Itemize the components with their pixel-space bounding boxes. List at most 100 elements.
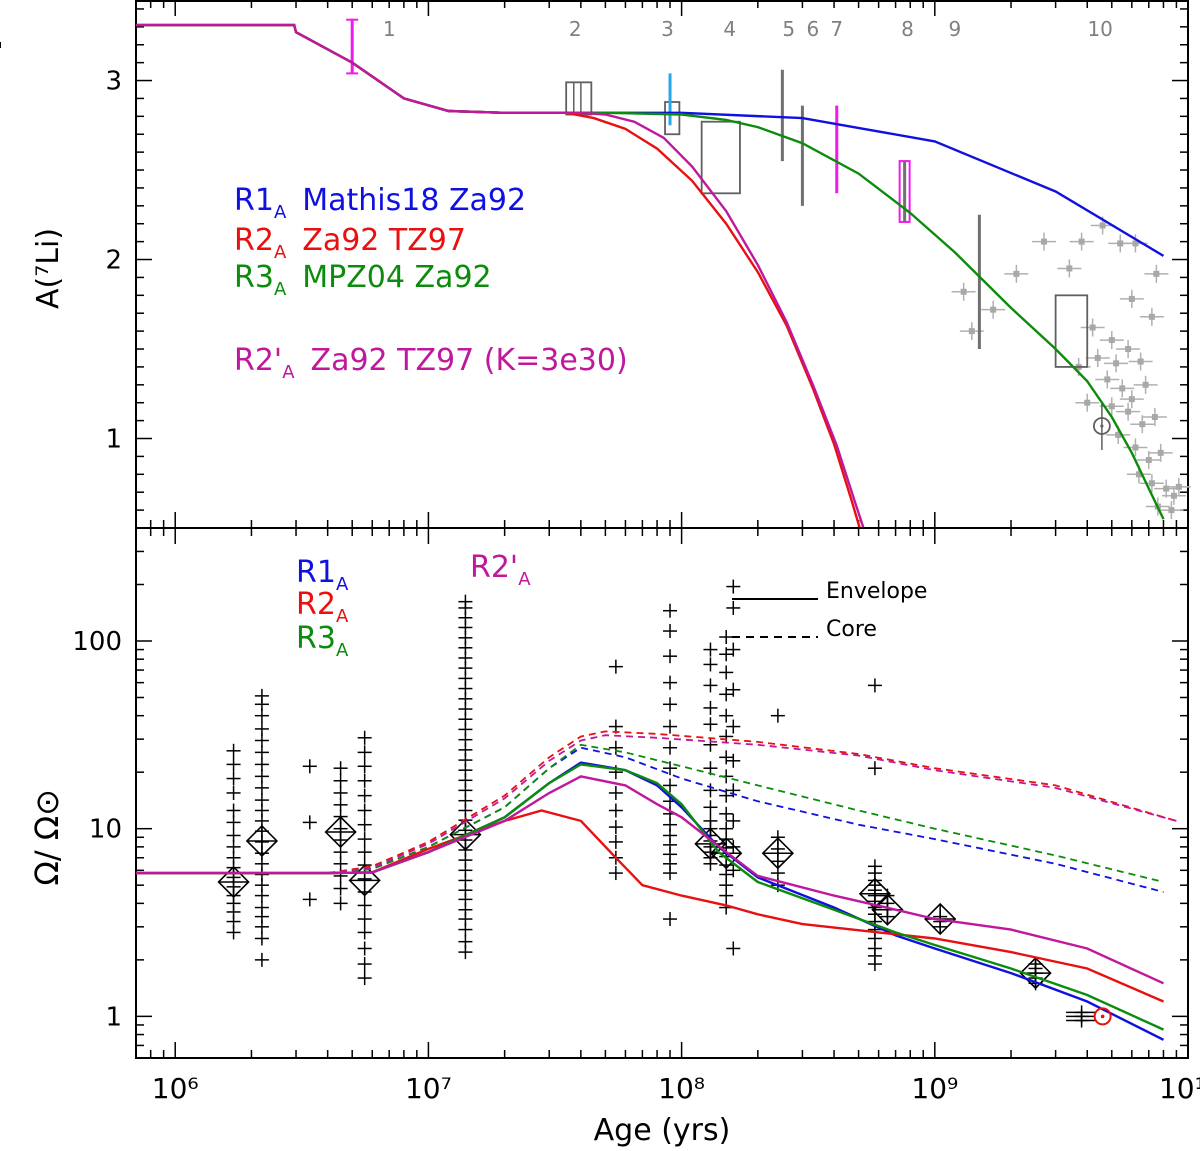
envelope-curve-r3-a [136, 763, 1164, 1031]
cluster-median-diamond [871, 893, 904, 926]
rotation-legend-model-2: R3A [296, 621, 349, 661]
core-curve-r2-a [136, 730, 1177, 874]
rotation-legend-name: R2 [296, 587, 336, 622]
cluster-median-diamond [710, 837, 743, 870]
cluster-median-diamond [761, 837, 795, 870]
top-ytick-label: 1 [105, 425, 122, 455]
cluster-number-label: 1 [383, 17, 396, 41]
field-star-point [1119, 385, 1126, 392]
field-star-point [1132, 240, 1139, 247]
legend-entry-1: R2A Za92 TZ97 [234, 223, 466, 263]
legend-model-subscript: A [274, 279, 287, 300]
cluster-number-label: 8 [901, 17, 914, 41]
core-curve-r2p-a [136, 734, 1177, 874]
cluster-number-label: 6 [807, 17, 820, 41]
field-star-point [1163, 485, 1170, 492]
envelope-curve-r2-a [136, 809, 1164, 1003]
rotation-legend-name: R3 [296, 621, 336, 656]
field-star-point [1084, 399, 1091, 406]
top-plot-frame [135, 0, 1189, 529]
cluster-number-label: 3 [661, 17, 674, 41]
top-ytick-label: 3 [105, 67, 122, 97]
x-axis-label: Age (yrs) [594, 1113, 731, 1148]
envelope-curve-r2p-a [136, 775, 1164, 985]
field-star-point [1157, 449, 1164, 456]
sun-symbol-dot [1100, 424, 1104, 428]
style-legend-label: Envelope [826, 579, 927, 604]
field-star-point [1148, 313, 1155, 320]
cluster-number-label: 4 [723, 17, 736, 41]
cluster-number-label: 10 [1087, 17, 1112, 41]
field-star-point [1139, 421, 1146, 428]
xtick-label: 10⁷ [405, 1072, 452, 1105]
field-star-point [1125, 408, 1132, 415]
field-star-point [1089, 324, 1096, 331]
top-ytick-label: 2 [105, 246, 122, 276]
field-star-point [1099, 222, 1106, 229]
field-star-point [1066, 265, 1073, 272]
rotation-legend-model-3: R2'A [470, 550, 531, 590]
rotation-legend-subscript: A [336, 640, 349, 661]
legend-entry-3: R2'A Za92 TZ97 (K=3e30) [234, 343, 628, 383]
field-star-point [1168, 507, 1175, 514]
top-y-axis-label: A(⁷Li) [31, 228, 66, 309]
sun-symbol [1092, 417, 1111, 435]
rotation-legend-model-0: R1A [296, 555, 349, 595]
bottom-plot-frame [135, 527, 1189, 1059]
style-legend-label: Core [826, 617, 877, 642]
field-star-point [1094, 354, 1101, 361]
legend-model-name: R1 [234, 183, 274, 218]
xtick-label: 10⁹ [911, 1072, 958, 1105]
cluster-abundance-box [664, 101, 681, 136]
rotation-legend-model-1: R2A [296, 587, 349, 627]
envelope-curve-r1-a [136, 761, 1165, 1041]
cluster-number-label: 2 [569, 17, 582, 41]
field-star-point [1135, 471, 1142, 478]
cluster-number-label: 5 [782, 17, 795, 41]
legend-model-description: Za92 TZ97 (K=3e30) [311, 343, 628, 378]
cluster-abundance-box [700, 120, 741, 195]
bottom-ytick-label: 100 [72, 627, 122, 657]
field-star-point [1115, 431, 1122, 438]
legend-model-description: MPZ04 Za92 [302, 260, 491, 295]
field-star-point [1128, 295, 1135, 302]
legend-model-name: R2' [234, 343, 282, 378]
bottom-y-axis-label: Ω/ Ω⊙ [28, 789, 66, 886]
rotation-legend-name: R2' [470, 550, 518, 585]
field-star-point [1128, 396, 1135, 403]
field-star-point [1013, 270, 1020, 277]
legend-model-subscript: A [282, 362, 295, 383]
field-star-point [1113, 360, 1120, 367]
field-star-point [1170, 492, 1177, 499]
field-star-point [968, 328, 975, 335]
cluster-abundance-box [1054, 294, 1089, 368]
rotation-legend-name: R1 [296, 555, 336, 590]
field-star-point [1132, 444, 1139, 451]
rotation-legend-subscript: A [336, 606, 349, 627]
xtick-label: 10⁶ [152, 1072, 199, 1105]
field-star-point [1078, 238, 1085, 245]
legend-model-name: R3 [234, 260, 274, 295]
field-star-point [1104, 376, 1111, 383]
legend-model-description: Mathis18 Za92 [302, 183, 526, 218]
legend-model-name: R2 [234, 223, 274, 258]
field-star-point [1041, 238, 1048, 245]
rotation-legend-subscript: A [336, 574, 349, 595]
lithium-curve-r1-a [136, 23, 1165, 257]
core-curve-r3-a [136, 743, 1164, 883]
rotation-legend-subscript: A [518, 569, 531, 590]
sun-rotation-symbol [1093, 1007, 1112, 1026]
sun-rotation-dot [1100, 1014, 1105, 1019]
legend-model-subscript: A [274, 202, 287, 223]
field-star-point [1108, 337, 1115, 344]
lithium-curve-r3-a [136, 23, 1165, 520]
bottom-ytick-label: 10 [89, 815, 122, 845]
field-star-point [1148, 480, 1155, 487]
field-star-point [1137, 358, 1144, 365]
cluster-number-label: 9 [948, 17, 961, 41]
rotation-panel: 11010010⁶10⁷10⁸10⁹10¹⁰Age (yrs)Ω/ Ω⊙R1AR… [28, 527, 1200, 1148]
field-star-point [990, 306, 997, 313]
